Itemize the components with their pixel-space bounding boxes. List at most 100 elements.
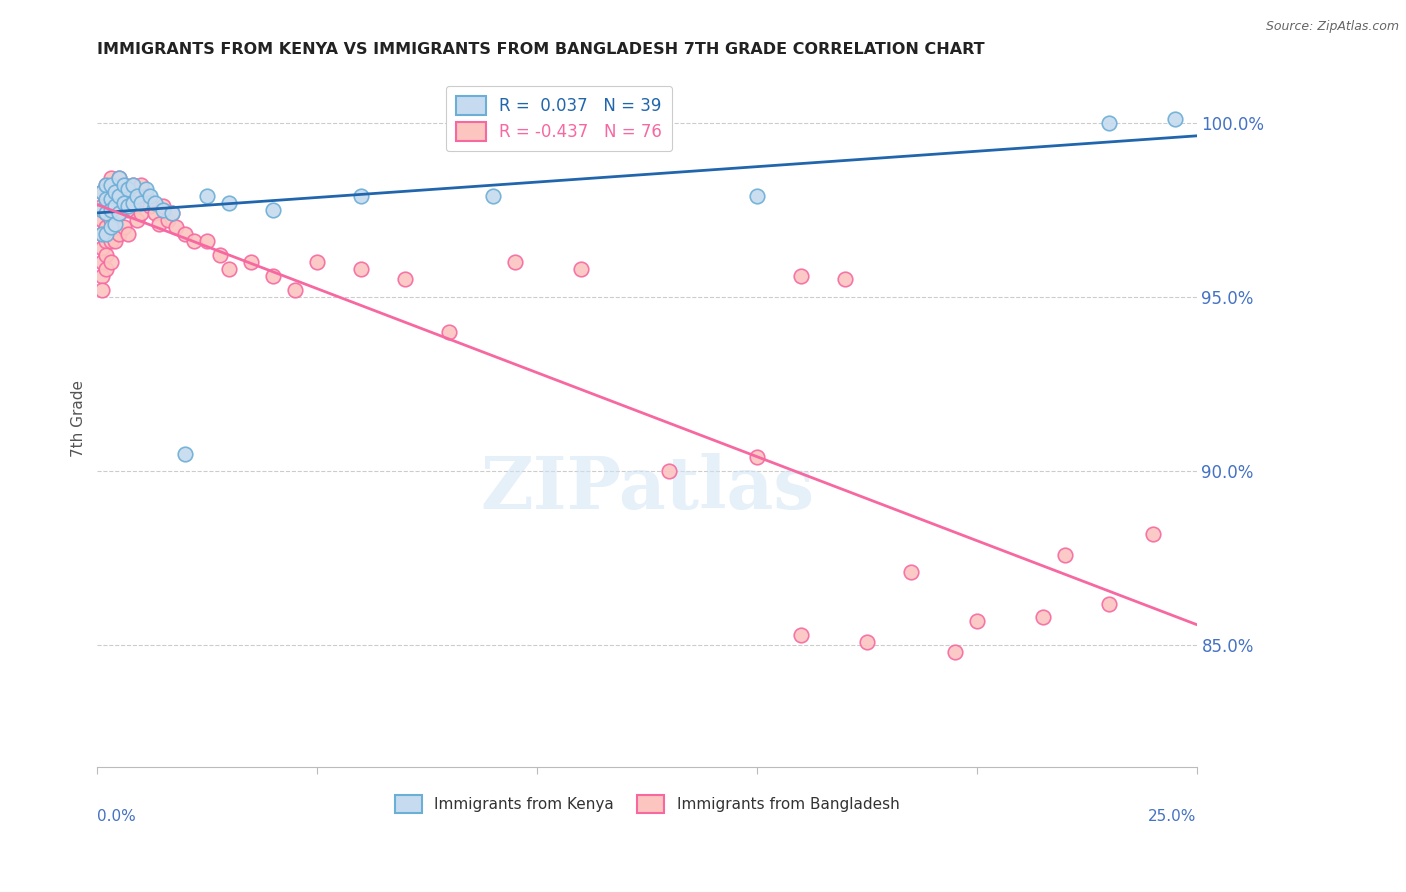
Point	[183, 234, 205, 248]
Point	[121, 178, 143, 193]
Point	[112, 178, 135, 193]
Point	[94, 192, 117, 206]
Point	[90, 186, 112, 200]
Point	[131, 178, 153, 193]
Point	[121, 178, 143, 193]
Point	[131, 206, 153, 220]
Point	[394, 272, 416, 286]
Point	[240, 255, 263, 269]
Point	[112, 220, 135, 235]
Point	[108, 206, 131, 220]
Point	[90, 199, 112, 213]
Point	[112, 195, 135, 210]
Point	[108, 206, 131, 220]
Point	[1163, 112, 1185, 127]
Point	[112, 178, 135, 193]
Text: Source: ZipAtlas.com: Source: ZipAtlas.com	[1265, 20, 1399, 33]
Point	[152, 199, 174, 213]
Point	[104, 213, 127, 227]
Point	[125, 189, 148, 203]
Point	[90, 186, 112, 200]
Point	[174, 447, 197, 461]
Point	[569, 262, 592, 277]
Point	[94, 248, 117, 262]
Point	[218, 195, 240, 210]
Point	[90, 268, 112, 283]
Point	[284, 283, 307, 297]
Point	[1098, 116, 1121, 130]
Y-axis label: 7th Grade: 7th Grade	[72, 380, 86, 458]
Point	[94, 192, 117, 206]
Point	[117, 186, 139, 200]
Point	[100, 202, 122, 217]
Point	[100, 186, 122, 200]
Point	[100, 220, 122, 235]
Point	[966, 614, 988, 628]
Text: 25.0%: 25.0%	[1149, 809, 1197, 824]
Point	[790, 628, 813, 642]
Point	[1032, 610, 1054, 624]
Point	[100, 192, 122, 206]
Point	[112, 195, 135, 210]
Point	[262, 268, 284, 283]
Point	[834, 272, 856, 286]
Point	[104, 217, 127, 231]
Point	[94, 206, 117, 220]
Point	[790, 268, 813, 283]
Point	[94, 234, 117, 248]
Point	[100, 199, 122, 213]
Point	[1053, 548, 1076, 562]
Point	[117, 227, 139, 242]
Point	[100, 178, 122, 193]
Point	[218, 262, 240, 277]
Point	[121, 195, 143, 210]
Point	[108, 171, 131, 186]
Point	[117, 202, 139, 217]
Point	[139, 199, 162, 213]
Point	[350, 262, 373, 277]
Point	[90, 255, 112, 269]
Point	[104, 199, 127, 213]
Point	[104, 192, 127, 206]
Point	[135, 189, 157, 203]
Point	[117, 182, 139, 196]
Point	[156, 213, 179, 227]
Point	[262, 202, 284, 217]
Point	[125, 213, 148, 227]
Point	[100, 171, 122, 186]
Point	[94, 178, 117, 193]
Point	[1098, 597, 1121, 611]
Point	[437, 325, 460, 339]
Text: ZIPatlas: ZIPatlas	[479, 453, 814, 524]
Point	[100, 213, 122, 227]
Point	[856, 635, 879, 649]
Point	[90, 213, 112, 227]
Point	[94, 220, 117, 235]
Point	[117, 199, 139, 213]
Legend: Immigrants from Kenya, Immigrants from Bangladesh: Immigrants from Kenya, Immigrants from B…	[388, 789, 905, 819]
Text: IMMIGRANTS FROM KENYA VS IMMIGRANTS FROM BANGLADESH 7TH GRADE CORRELATION CHART: IMMIGRANTS FROM KENYA VS IMMIGRANTS FROM…	[97, 42, 986, 57]
Point	[1142, 526, 1164, 541]
Point	[143, 195, 166, 210]
Point	[482, 189, 505, 203]
Point	[745, 189, 768, 203]
Point	[658, 464, 681, 478]
Point	[94, 178, 117, 193]
Point	[152, 202, 174, 217]
Point	[94, 206, 117, 220]
Point	[943, 645, 966, 659]
Point	[100, 255, 122, 269]
Point	[900, 565, 922, 579]
Text: 0.0%: 0.0%	[97, 809, 136, 824]
Point	[139, 189, 162, 203]
Point	[148, 217, 170, 231]
Point	[195, 189, 218, 203]
Point	[104, 178, 127, 193]
Point	[90, 227, 112, 242]
Point	[209, 248, 232, 262]
Point	[174, 227, 197, 242]
Point	[90, 202, 112, 217]
Point	[100, 234, 122, 248]
Point	[143, 206, 166, 220]
Point	[90, 241, 112, 255]
